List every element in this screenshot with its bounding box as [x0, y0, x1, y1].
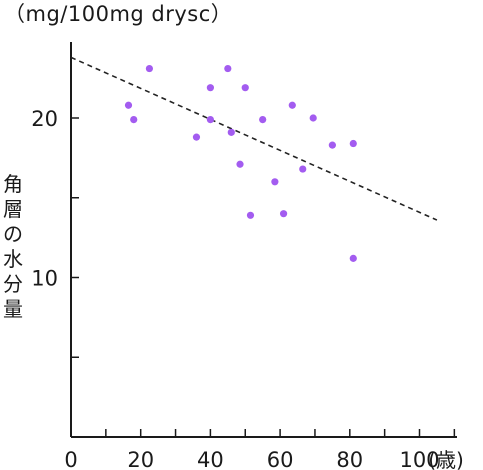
data-point: [124, 101, 133, 109]
data-point: [224, 64, 232, 73]
data-point: [241, 84, 249, 92]
data-point: [279, 210, 288, 218]
y-unit-label: （mg/100mg drysc）: [4, 2, 233, 26]
trend-line: [70, 56, 438, 221]
data-point: [259, 115, 267, 124]
data-point: [288, 101, 296, 109]
y-axis-label: 角 層 の 水 分 量: [0, 172, 26, 322]
data-point: [227, 128, 235, 136]
x-tick-label: 0: [64, 448, 77, 470]
y-axis-label-char: 角: [3, 172, 23, 196]
data-point: [130, 115, 138, 124]
y-axis-label-char: の: [3, 222, 23, 246]
data-point: [206, 84, 214, 92]
axes: [70, 42, 457, 438]
data-point: [309, 114, 317, 122]
data-point: [206, 115, 214, 124]
x-tick-label: 40: [197, 448, 224, 470]
x-axis-unit-label: (歳): [428, 448, 464, 470]
y-axis-label-char: 水: [3, 247, 23, 271]
trend-line-layer: [70, 56, 438, 221]
data-point: [328, 141, 336, 149]
x-tick-label: 60: [267, 448, 294, 470]
data-point: [145, 64, 154, 73]
data-point: [192, 133, 201, 141]
data-point: [349, 139, 357, 148]
data-point: [246, 211, 255, 219]
y-axis-label-char: 分: [3, 272, 23, 296]
data-point: [271, 178, 279, 186]
x-tick-label: 20: [127, 448, 154, 470]
data-point: [236, 160, 244, 168]
data-points: [124, 64, 357, 262]
x-tick-label: 80: [336, 448, 363, 470]
data-point: [349, 254, 357, 262]
y-tick-label: 10: [31, 267, 58, 291]
y-axis-label-char: 量: [3, 297, 23, 321]
y-tick-label: 20: [31, 107, 58, 131]
tick-labels: 0 20 40 60 80 100(歳) 10 20: [31, 107, 464, 470]
y-axis-label-char: 層: [3, 197, 23, 221]
data-point: [299, 165, 307, 173]
x-tick-label: 100: [399, 448, 439, 470]
